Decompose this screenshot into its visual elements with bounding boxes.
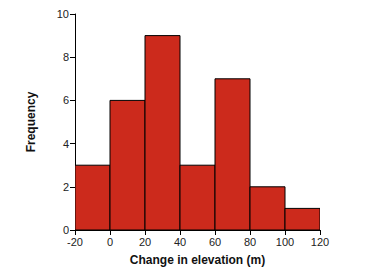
svg-text:60: 60	[209, 236, 221, 248]
svg-text:4: 4	[63, 138, 69, 150]
svg-text:100: 100	[276, 236, 294, 248]
svg-text:80: 80	[244, 236, 256, 248]
svg-text:-20: -20	[67, 236, 83, 248]
svg-text:Frequency: Frequency	[24, 91, 38, 152]
svg-text:10: 10	[57, 8, 69, 20]
svg-text:Change in elevation (m): Change in elevation (m)	[130, 253, 265, 267]
svg-text:8: 8	[63, 51, 69, 63]
svg-text:2: 2	[63, 181, 69, 193]
svg-text:0: 0	[63, 224, 69, 236]
svg-text:20: 20	[139, 236, 151, 248]
svg-text:120: 120	[311, 236, 329, 248]
svg-text:40: 40	[174, 236, 186, 248]
svg-text:6: 6	[63, 94, 69, 106]
svg-text:0: 0	[107, 236, 113, 248]
